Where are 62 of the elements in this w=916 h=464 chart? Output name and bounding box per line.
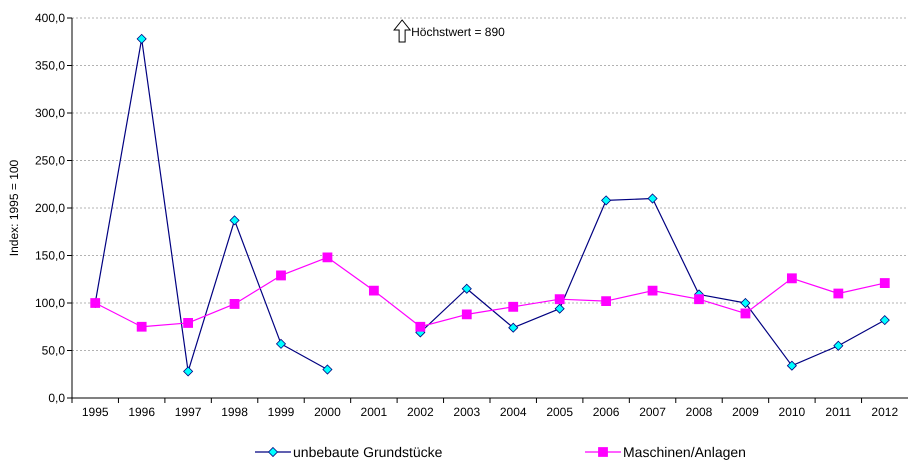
point xyxy=(740,298,750,308)
y-tick-label: 0,0 xyxy=(48,391,66,406)
point xyxy=(183,318,194,328)
point xyxy=(322,364,332,374)
point xyxy=(322,252,332,262)
point xyxy=(462,284,472,294)
point xyxy=(276,270,286,280)
point xyxy=(508,302,518,312)
x-tick-label: 2011 xyxy=(825,405,852,419)
point xyxy=(462,310,472,320)
y-tick-label: 100,0 xyxy=(34,296,66,310)
x-tick-label: 2000 xyxy=(314,405,342,419)
y-tick-label: 250,0 xyxy=(34,154,66,168)
point xyxy=(183,366,194,376)
x-tick-label: 2007 xyxy=(639,405,666,419)
legend-label: unbebaute Grundstücke xyxy=(293,444,443,460)
legend-label: Maschinen/Anlagen xyxy=(623,444,746,460)
point xyxy=(415,322,426,332)
point xyxy=(230,215,240,226)
x-tick-label: 2003 xyxy=(453,405,480,419)
point xyxy=(554,294,565,304)
point xyxy=(230,299,240,309)
y-axis-title: Index: 1995 = 100 xyxy=(7,159,21,256)
x-tick-label: 2001 xyxy=(360,405,388,419)
y-tick-label: 400,0 xyxy=(34,11,66,26)
y-tick-label: 300,0 xyxy=(34,106,66,120)
x-tick-label: 1998 xyxy=(221,405,248,419)
point xyxy=(554,304,565,314)
annotation: Höchstwert = 890 xyxy=(411,25,506,40)
x-tick-label: 2006 xyxy=(592,405,620,419)
point xyxy=(648,194,658,204)
x-tick-label: 1997 xyxy=(174,405,202,419)
point xyxy=(276,338,286,349)
x-tick-label: 2010 xyxy=(778,405,806,419)
point xyxy=(648,286,658,296)
y-tick-label: 150,0 xyxy=(34,248,66,263)
y-tick-label: 50,0 xyxy=(42,344,66,358)
point xyxy=(136,34,147,44)
point xyxy=(833,288,844,298)
point xyxy=(880,278,890,288)
x-tick-label: 2012 xyxy=(871,405,898,419)
x-tick-label: 1999 xyxy=(268,405,295,419)
point xyxy=(601,296,612,306)
point xyxy=(833,340,844,351)
x-tick-label: 2004 xyxy=(500,405,527,419)
x-tick-label: 1996 xyxy=(128,405,156,419)
point xyxy=(786,273,797,284)
y-tick-label: 200,0 xyxy=(34,201,66,216)
x-tick-label: 2002 xyxy=(406,405,434,419)
x-tick-label: 2005 xyxy=(546,405,574,419)
y-tick-label: 350,0 xyxy=(34,58,66,73)
point xyxy=(786,360,797,371)
point xyxy=(368,286,379,296)
point xyxy=(694,294,704,304)
point xyxy=(508,322,518,333)
x-tick-label: 1995 xyxy=(82,405,109,419)
point xyxy=(880,315,890,325)
x-tick-label: 2009 xyxy=(732,405,760,419)
x-tick-label: 2008 xyxy=(686,405,713,419)
point xyxy=(601,196,612,206)
point xyxy=(136,322,147,332)
point xyxy=(740,308,750,318)
